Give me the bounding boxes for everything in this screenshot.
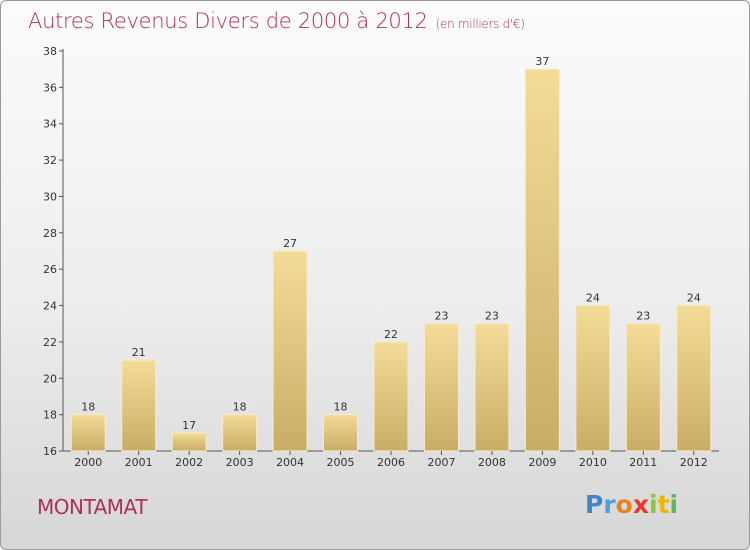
y-tick-label: 32 <box>43 154 57 167</box>
bar <box>373 341 409 452</box>
y-tick-label: 24 <box>43 300 57 313</box>
y-tick-label: 18 <box>43 409 57 422</box>
x-tick-label: 2001 <box>125 456 153 469</box>
y-tick-label: 22 <box>43 336 57 349</box>
chart-title-text: Autres Revenus Divers de 2000 à 2012 <box>28 9 428 33</box>
bar <box>625 323 661 452</box>
x-tick-label: 2005 <box>327 456 355 469</box>
data-label: 24 <box>687 292 701 305</box>
y-tick-label: 30 <box>43 190 57 203</box>
data-label: 21 <box>132 346 146 359</box>
y-tick-label: 16 <box>43 445 57 458</box>
y-tick-label: 28 <box>43 227 57 240</box>
x-tick-label: 2002 <box>175 456 203 469</box>
data-label: 37 <box>535 55 549 68</box>
y-tick-label: 34 <box>43 118 57 131</box>
x-tick-label: 2011 <box>629 456 657 469</box>
proxiti-logo: Proxiti <box>585 490 679 519</box>
x-tick-label: 2008 <box>478 456 506 469</box>
data-label: 23 <box>485 310 499 323</box>
x-tick-label: 2003 <box>226 456 254 469</box>
x-tick-label: 2004 <box>276 456 304 469</box>
bar <box>323 414 359 452</box>
bar <box>171 432 207 452</box>
x-tick-label: 2009 <box>528 456 556 469</box>
bar <box>524 68 560 452</box>
place-name: MONTAMAT <box>37 495 147 519</box>
data-label: 18 <box>81 401 95 414</box>
x-tick-label: 2007 <box>427 456 455 469</box>
x-tick-label: 2006 <box>377 456 405 469</box>
data-label: 18 <box>233 401 247 414</box>
y-tick-label: 38 <box>43 45 57 58</box>
data-label: 23 <box>636 310 650 323</box>
y-tick-label: 36 <box>43 81 57 94</box>
data-label: 17 <box>182 419 196 432</box>
bar <box>474 323 510 452</box>
bar <box>70 414 106 452</box>
chart-unit: (en milliers d'€) <box>435 17 525 31</box>
bar <box>423 323 459 452</box>
bar <box>575 305 611 452</box>
bar <box>121 359 157 452</box>
data-label: 27 <box>283 237 297 250</box>
bar <box>676 305 712 452</box>
data-label: 23 <box>434 310 448 323</box>
data-label: 18 <box>334 401 348 414</box>
y-tick-label: 20 <box>43 372 57 385</box>
data-label: 22 <box>384 328 398 341</box>
bar <box>222 414 258 452</box>
x-tick-label: 2012 <box>680 456 708 469</box>
x-tick-label: 2000 <box>74 456 102 469</box>
y-tick-label: 26 <box>43 263 57 276</box>
data-label: 24 <box>586 292 600 305</box>
chart-title: Autres Revenus Divers de 2000 à 2012 (en … <box>28 9 525 33</box>
x-tick-label: 2010 <box>579 456 607 469</box>
bar <box>272 250 308 452</box>
